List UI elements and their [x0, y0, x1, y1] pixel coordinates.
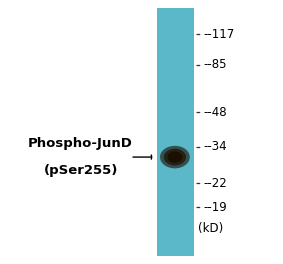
Ellipse shape [160, 146, 190, 168]
Ellipse shape [160, 146, 190, 168]
Text: (kD): (kD) [198, 222, 224, 235]
Ellipse shape [168, 152, 182, 163]
Text: Phospho-JunD: Phospho-JunD [28, 137, 133, 150]
Text: --19: --19 [204, 201, 228, 214]
Text: --85: --85 [204, 58, 227, 71]
Bar [157, 8, 194, 256]
Text: --117: --117 [204, 28, 235, 41]
Ellipse shape [164, 149, 186, 166]
Text: --34: --34 [204, 140, 227, 153]
Text: --48: --48 [204, 106, 227, 119]
Text: (pSer255): (pSer255) [44, 164, 118, 177]
Text: --22: --22 [204, 177, 228, 190]
